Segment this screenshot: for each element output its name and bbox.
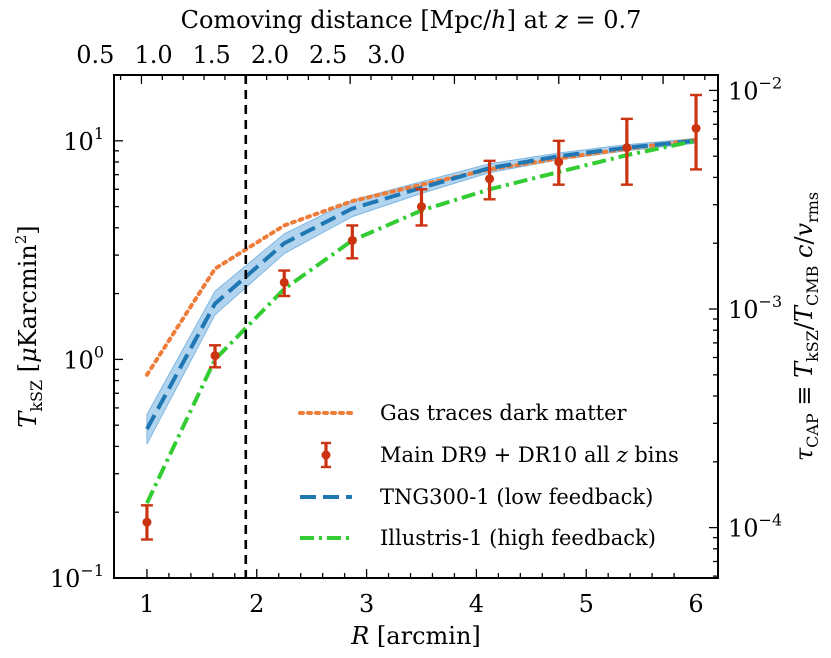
- top-tick-label: 3.0: [367, 41, 405, 69]
- data-point: [485, 174, 495, 184]
- series-line-0: [144, 137, 699, 377]
- data-point: [347, 235, 357, 245]
- x-axis-title: R [arcmin]: [350, 622, 481, 650]
- x-tick-label: 5: [579, 590, 594, 618]
- legend-label-3: Illustris-1 (high feedback): [380, 526, 656, 550]
- y-tick-label: 101: [63, 124, 104, 156]
- right-tick-label: 10−4: [728, 511, 782, 543]
- top-tick-label: 2.0: [251, 41, 289, 69]
- top-tick-label: 1.5: [193, 41, 231, 69]
- x-tick-label: 1: [139, 590, 154, 618]
- data-point: [279, 277, 289, 287]
- right-tick-label: 10−3: [728, 292, 782, 324]
- legend-marker: [321, 450, 331, 460]
- data-point: [691, 123, 701, 133]
- y-tick-label: 100: [63, 342, 104, 374]
- x-tick-label: 2: [249, 590, 264, 618]
- series-line-2: [145, 138, 697, 431]
- plot-frame: [113, 74, 719, 579]
- top-tick-label: 1.0: [134, 41, 172, 69]
- legend-label-0: Gas traces dark matter: [380, 401, 628, 425]
- right-axis-title-group: τCAP ≡ TkSZ/TCMB c/vrms: [790, 192, 822, 461]
- top-tick-label: 0.5: [76, 41, 114, 69]
- top-tick-label: 2.5: [309, 41, 347, 69]
- data-point: [210, 351, 220, 361]
- x-tick-label: 3: [359, 590, 374, 618]
- data-point: [142, 517, 152, 527]
- x-tick-label: 4: [469, 590, 484, 618]
- y-axis-title-group: TkSZ [μKarcmin2]: [12, 225, 46, 427]
- data-point: [554, 157, 564, 167]
- legend-label-2: TNG300-1 (low feedback): [380, 485, 653, 509]
- x-tick-label: 6: [688, 590, 703, 618]
- y-tick-label: 10−1: [50, 561, 104, 593]
- legend-label-1: Main DR9 + DR10 all z bins: [380, 443, 679, 467]
- right-tick-label: 10−2: [728, 73, 782, 105]
- data-point: [622, 143, 632, 153]
- y-axis-title: TkSZ [μKarcmin2]: [12, 225, 46, 427]
- right-axis-title: τCAP ≡ TkSZ/TCMB c/vrms: [790, 192, 822, 461]
- data-point: [416, 202, 426, 212]
- top-axis-title: Comoving distance [Mpc/h] at z = 0.7: [181, 6, 642, 34]
